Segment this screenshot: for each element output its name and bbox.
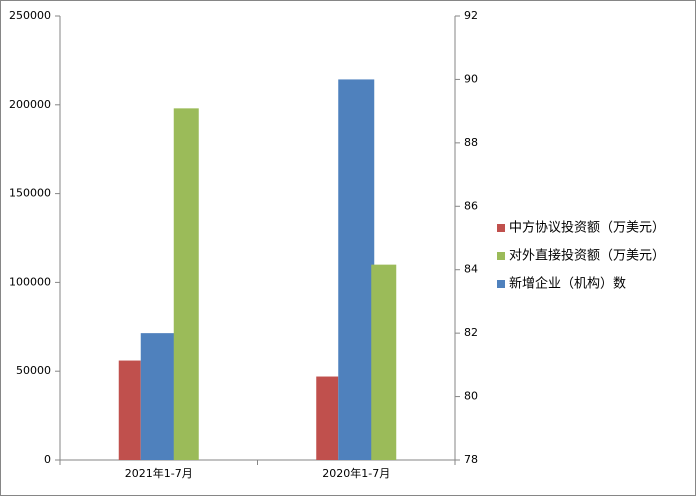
legend-label: 中方协议投资额（万美元） <box>509 220 665 236</box>
legend-label: 对外直接投资额（万美元） <box>509 248 665 264</box>
y-tick-label: 50000 <box>16 364 51 377</box>
bar <box>371 264 397 460</box>
y-tick-label: 100000 <box>9 275 51 288</box>
y2-tick-label: 90 <box>464 72 478 85</box>
y2-tick-label: 78 <box>464 453 478 466</box>
bar <box>338 79 375 460</box>
y2-tick-label: 84 <box>464 263 478 276</box>
bar <box>316 376 339 460</box>
bar <box>173 108 199 461</box>
x-tick-label: 2021年1-7月 <box>125 466 193 480</box>
y2-tick-label: 92 <box>464 9 478 22</box>
y-tick-label: 250000 <box>9 9 51 22</box>
legend-swatch <box>497 280 505 288</box>
bar <box>118 360 141 460</box>
y2-tick-label: 80 <box>464 390 478 403</box>
y-tick-label: 200000 <box>9 98 51 111</box>
y2-tick-label: 88 <box>464 136 478 149</box>
bar <box>140 333 177 460</box>
legend-swatch <box>497 252 505 260</box>
y-tick-label: 0 <box>44 453 51 466</box>
y-tick-label: 150000 <box>9 187 51 200</box>
y2-tick-label: 82 <box>464 326 478 339</box>
y2-tick-label: 86 <box>464 199 478 212</box>
legend-label: 新增企业（机构）数 <box>509 276 626 292</box>
legend-swatch <box>497 224 505 232</box>
x-tick-label: 2020年1-7月 <box>322 466 390 480</box>
